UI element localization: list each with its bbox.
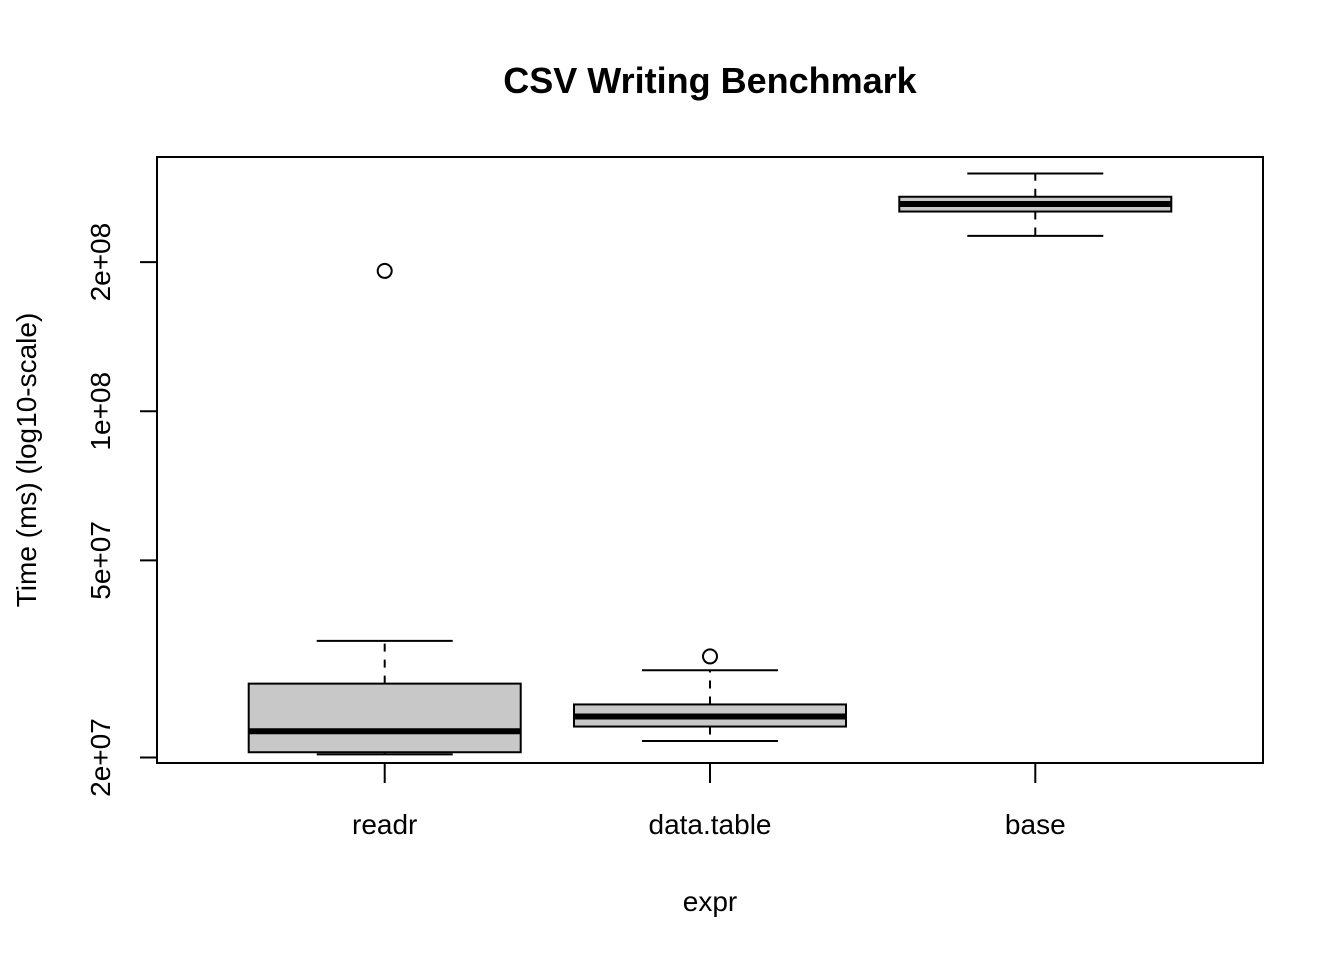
x-tick-label: base — [1005, 809, 1066, 840]
box-group-data-table — [573, 648, 847, 742]
box-group-readr — [247, 262, 522, 756]
iqr-box — [247, 682, 522, 754]
y-tick-label: 5e+07 — [85, 521, 116, 600]
chart-title: CSV Writing Benchmark — [503, 60, 917, 101]
outlier-point — [702, 648, 718, 665]
y-tick-label: 1e+08 — [85, 372, 116, 451]
box-group-base — [898, 172, 1173, 237]
y-tick-label: 2e+07 — [85, 718, 116, 797]
x-tick-label: data.table — [649, 809, 772, 840]
y-axis-label: Time (ms) (log10-scale) — [11, 313, 42, 608]
boxes-layer — [247, 172, 1173, 756]
x-axis-label: expr — [683, 886, 737, 917]
outlier-point — [376, 262, 393, 279]
x-axis: readr data.table base — [352, 763, 1066, 840]
x-tick-label: readr — [352, 809, 417, 840]
y-axis: 2e+07 5e+07 1e+08 2e+08 — [85, 223, 157, 797]
y-tick-label: 2e+08 — [85, 223, 116, 302]
